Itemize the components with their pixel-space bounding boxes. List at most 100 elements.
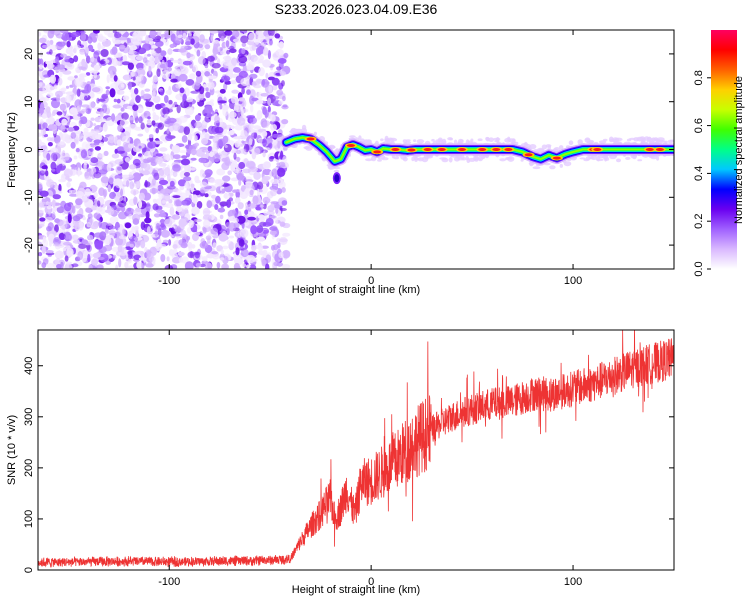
noise-blob	[140, 155, 144, 163]
noise-blob	[161, 69, 170, 80]
noise-blob	[136, 32, 143, 42]
noise-blob	[236, 172, 244, 181]
noise-blob	[162, 107, 170, 115]
noise-blob	[182, 60, 192, 66]
signal-halo-blob	[667, 139, 674, 144]
noise-blob	[89, 185, 98, 191]
noise-blob	[129, 235, 138, 243]
noise-blob	[113, 135, 118, 145]
noise-blob	[180, 45, 189, 50]
noise-blob	[153, 172, 160, 181]
noise-blob	[180, 229, 186, 237]
noise-blob	[177, 179, 187, 187]
noise-blob	[169, 206, 175, 216]
noise-blob	[164, 113, 169, 119]
noise-blob	[49, 74, 56, 84]
noise-blob	[262, 59, 271, 68]
noise-blob	[265, 72, 269, 79]
noise-blob	[61, 150, 66, 159]
noise-blob	[102, 104, 108, 114]
noise-blob	[214, 126, 224, 134]
noise-blob	[38, 209, 44, 214]
noise-blob	[73, 155, 78, 160]
noise-blob	[121, 112, 129, 120]
noise-blob	[207, 55, 215, 62]
noise-blob	[62, 70, 72, 75]
noise-blob	[185, 41, 192, 46]
noise-blob	[38, 71, 43, 77]
noise-blob	[267, 105, 271, 113]
noise-blob	[149, 56, 155, 63]
noise-blob	[202, 226, 207, 234]
noise-blob	[71, 263, 79, 268]
noise-blob	[148, 65, 152, 75]
noise-blob	[46, 226, 52, 232]
noise-blob	[138, 116, 143, 124]
noise-blob	[38, 139, 43, 149]
noise-blob	[209, 178, 216, 184]
noise-blob	[64, 59, 73, 63]
noise-blob	[147, 141, 157, 149]
noise-blob	[103, 137, 109, 142]
noise-blob	[132, 31, 138, 40]
noise-blob	[52, 211, 56, 219]
noise-blob	[278, 100, 284, 105]
signal-halo-blob	[507, 156, 515, 162]
noise-blob	[192, 64, 198, 74]
noise-blob	[271, 133, 281, 138]
noise-blob	[124, 157, 131, 163]
noise-blob	[171, 214, 181, 220]
noise-blob	[41, 165, 48, 170]
noise-blob	[80, 30, 86, 35]
noise-blob	[176, 104, 181, 114]
noise-blob	[122, 54, 128, 62]
signal-halo-blob	[559, 145, 564, 150]
noise-blob	[115, 180, 124, 189]
noise-blob	[85, 143, 91, 149]
noise-blob	[255, 78, 262, 84]
noise-blob	[246, 89, 251, 95]
signal-halo-blob	[646, 137, 652, 141]
noise-blob	[227, 130, 235, 136]
y-tick-label: 0	[23, 146, 35, 152]
noise-blob	[65, 47, 74, 55]
noise-blob	[178, 257, 184, 263]
noise-blob	[225, 40, 230, 48]
noise-blob	[174, 65, 184, 70]
noise-blob	[67, 213, 72, 224]
noise-blob	[241, 48, 246, 55]
noise-blob	[269, 215, 277, 219]
noise-blob	[118, 30, 126, 34]
noise-blob	[116, 139, 122, 147]
noise-blob	[97, 142, 105, 147]
noise-blob	[128, 124, 138, 130]
noise-blob	[226, 199, 232, 208]
signal-halo-blob	[467, 140, 473, 143]
noise-blob	[38, 37, 47, 44]
signal-halo-blob	[377, 159, 382, 162]
signal-halo-blob	[380, 138, 384, 142]
noise-blob	[186, 53, 194, 58]
noise-blob	[105, 86, 110, 90]
noise-blob	[183, 176, 192, 182]
noise-blob	[278, 238, 288, 243]
noise-blob	[202, 207, 211, 217]
noise-blob	[88, 101, 96, 109]
snr-y-label: SNR (10 * v/v)	[6, 415, 18, 485]
noise-blob	[187, 251, 196, 259]
noise-blob	[202, 84, 207, 89]
noise-blob	[100, 222, 109, 230]
noise-blob	[157, 238, 162, 247]
noise-blob	[108, 225, 116, 230]
noise-blob	[277, 58, 287, 64]
noise-blob	[269, 226, 278, 231]
noise-blob	[154, 103, 162, 110]
noise-blob	[70, 31, 81, 38]
noise-blob	[93, 191, 98, 199]
noise-region	[38, 30, 291, 269]
noise-blob	[160, 50, 167, 57]
noise-blob	[91, 87, 101, 93]
noise-blob	[39, 108, 44, 115]
noise-blob	[169, 57, 174, 62]
noise-blob	[138, 192, 145, 201]
